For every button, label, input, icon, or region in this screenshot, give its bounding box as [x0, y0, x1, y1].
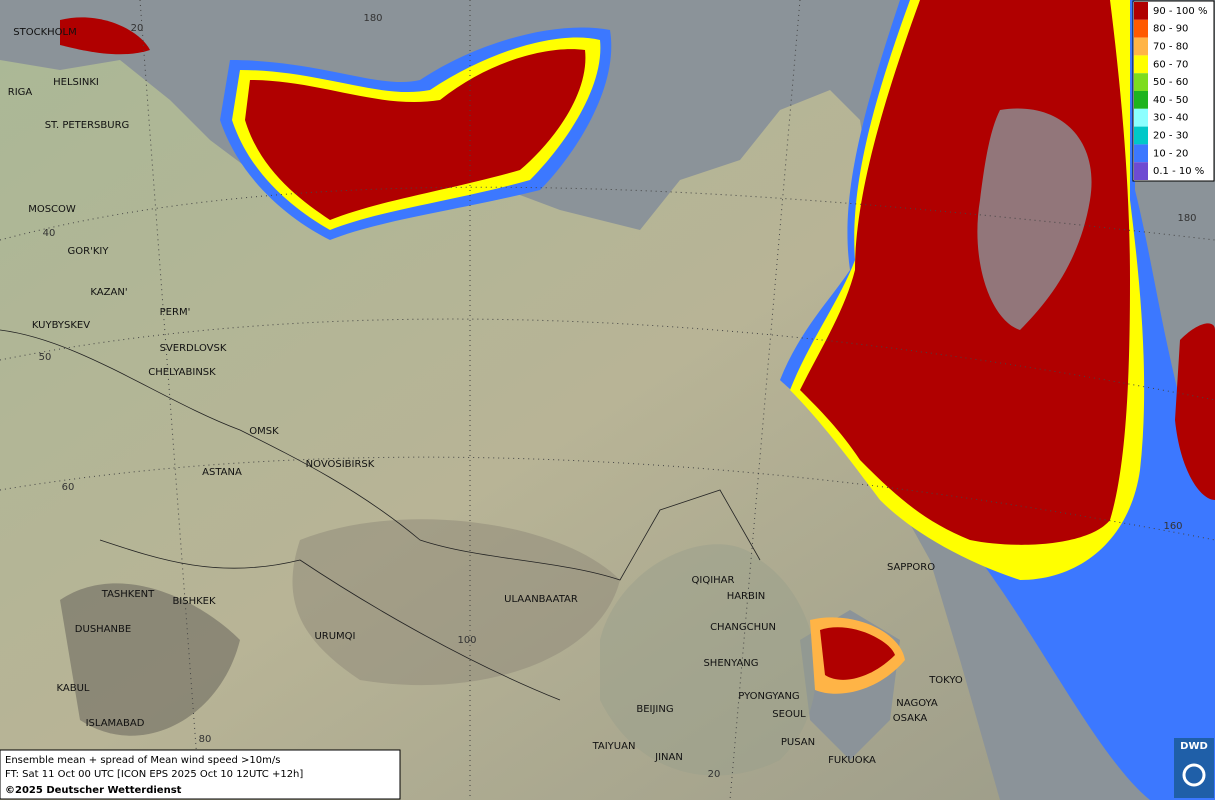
city-label: BISHKEK	[172, 596, 216, 607]
city-label: STOCKHOLM	[13, 27, 76, 38]
logo-box	[1174, 738, 1214, 798]
city-label: KUYBYSKEV	[32, 320, 90, 331]
graticule-label: 50	[39, 352, 52, 363]
legend-label: 30 - 40	[1153, 113, 1188, 124]
terrain	[60, 583, 240, 736]
legend-swatch	[1134, 19, 1148, 38]
city-label: OMSK	[249, 426, 279, 437]
city-label: DUSHANBE	[75, 624, 131, 635]
city-label: QIQIHAR	[692, 575, 735, 586]
city-label: URUMQI	[314, 631, 355, 642]
city-label: CHANGCHUN	[710, 622, 776, 633]
city-label: TASHKENT	[101, 589, 155, 600]
legend-label: 20 - 30	[1153, 131, 1188, 142]
city-label: NAGOYA	[896, 698, 938, 709]
city-label: KAZAN'	[90, 287, 127, 298]
terrain	[600, 544, 817, 776]
legend-label: 10 - 20	[1153, 148, 1188, 159]
city-label: HELSINKI	[53, 77, 99, 88]
graticule-label: 100	[457, 635, 476, 646]
wind-probability	[60, 0, 1215, 800]
city-label: PUSAN	[781, 737, 815, 748]
city-label: PERM'	[160, 307, 191, 318]
city-label: ASTANA	[202, 467, 242, 478]
city-label: HARBIN	[727, 591, 766, 602]
legend-swatch	[1134, 55, 1148, 74]
graticule-label: 20	[708, 769, 721, 780]
legend: 90 - 100 % 80 - 90 70 - 80 60 - 70 50 - 60 40…	[1132, 0, 1215, 182]
footer-box	[0, 749, 401, 800]
city-label: ISLAMABAD	[86, 718, 145, 729]
legend-swatch	[1134, 126, 1148, 145]
graticule-label: 20	[131, 23, 144, 34]
city-label: SEOUL	[772, 709, 806, 720]
city-label: SAPPORO	[887, 562, 935, 573]
city-label: PYONGYANG	[738, 691, 799, 702]
legend-label: 0.1 - 10 %	[1153, 166, 1204, 177]
borders	[0, 329, 761, 701]
logo: DWD	[1180, 741, 1208, 752]
city-label: KABUL	[57, 683, 90, 694]
graticule-label: 40	[43, 228, 56, 239]
footer-line: FT: Sat 11 Oct 00 UTC [ICON EPS 2025 Oct…	[5, 769, 303, 780]
graticule-label: 80	[199, 734, 212, 745]
city-label: TAIYUAN	[592, 741, 636, 752]
footer-line: ©2025 Deutscher Wetterdienst	[5, 785, 182, 796]
graticule-label: 160	[1163, 521, 1182, 532]
city-label: JINAN	[654, 752, 683, 763]
city-label: FUKUOKA	[828, 755, 876, 766]
city-label: OSAKA	[893, 713, 928, 724]
legend-swatch	[1134, 144, 1148, 163]
legend-swatch	[1134, 162, 1148, 180]
logo-icon	[1182, 763, 1206, 787]
legend-label: 70 - 80	[1153, 42, 1188, 53]
graticule-label: 60	[62, 482, 75, 493]
city-label: CHELYABINSK	[148, 367, 216, 378]
city-label: SVERDLOVSK	[160, 343, 227, 354]
graticule-label: 180	[363, 13, 382, 24]
legend-swatch	[1134, 2, 1148, 20]
city-label: NOVOSIBIRSK	[306, 459, 375, 470]
legend-swatch	[1134, 37, 1148, 56]
city-label: TOKYO	[928, 675, 963, 686]
legend-swatch	[1134, 108, 1148, 127]
legend-swatch	[1134, 91, 1148, 109]
city-label: BEIJING	[636, 704, 673, 715]
city-label: RIGA	[8, 87, 33, 98]
labels: STOCKHOLM HELSINKI RIGA ST. PETERSBURG MOSCO…	[8, 13, 1197, 780]
legend-swatch	[1134, 73, 1148, 91]
city-label: ST. PETERSBURG	[45, 120, 130, 131]
city-label: MOSCOW	[28, 204, 76, 215]
footer-line: Ensemble mean + spread of Mean wind spee…	[5, 755, 280, 766]
legend-label: 50 - 60	[1153, 77, 1188, 88]
graticule-label: 180	[1177, 213, 1196, 224]
city-label: SHENYANG	[703, 658, 758, 669]
legend-label: 90 - 100 %	[1153, 6, 1207, 17]
legend-label: 40 - 50	[1153, 95, 1188, 106]
city-label: GOR'KIY	[68, 246, 110, 257]
legend-label: 80 - 90	[1153, 24, 1188, 35]
terrain	[292, 519, 620, 686]
city-label: ULAANBAATAR	[504, 594, 578, 605]
legend-label: 60 - 70	[1153, 59, 1188, 70]
